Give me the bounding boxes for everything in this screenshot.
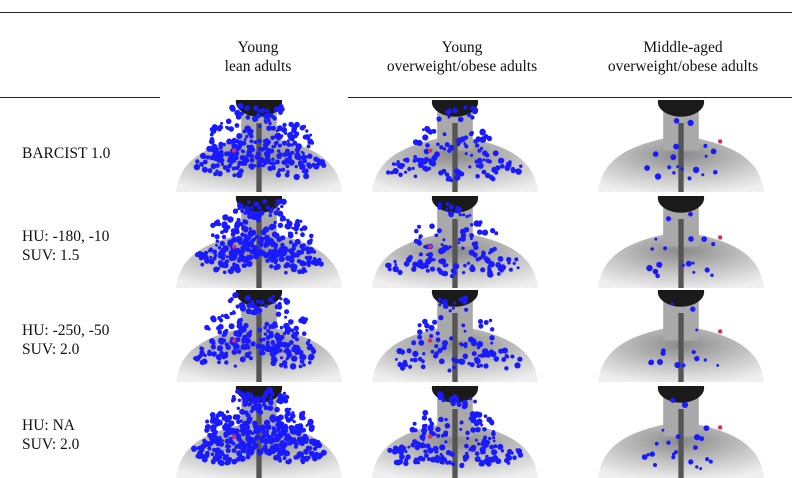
- pet-ct-image: [170, 196, 348, 288]
- head-silhouette: [235, 290, 283, 307]
- row-label-line2: SUV: 1.5: [22, 247, 80, 264]
- spine-silhouette: [678, 219, 684, 288]
- highlight-marker: [231, 338, 237, 343]
- column-header-line1: Middle-aged: [643, 39, 723, 56]
- pet-ct-image-svg: [372, 100, 538, 192]
- pet-ct-image: [170, 290, 348, 382]
- row-label-line2: SUV: 2.0: [22, 341, 80, 358]
- highlight-marker: [427, 338, 433, 343]
- pet-ct-image-svg: [176, 100, 342, 192]
- segmentation-overlay: [193, 103, 327, 181]
- row-label-line1: BARCIST 1.0: [22, 145, 111, 162]
- table-top-rule: [0, 12, 792, 13]
- column-header-line2: overweight/obese adults: [607, 58, 759, 75]
- row-label-line1: HU: -180, -10: [22, 228, 110, 245]
- pet-ct-image-svg: [176, 290, 342, 382]
- pet-ct-image: [366, 290, 544, 382]
- segmentation-overlay: [195, 198, 324, 275]
- highlight-marker: [717, 425, 723, 430]
- column-header-young-lean: Young lean adults: [168, 38, 348, 76]
- column-header-line2: overweight/obese adults: [386, 58, 538, 75]
- spine-silhouette: [678, 313, 684, 382]
- highlight-marker: [717, 329, 723, 334]
- highlight-marker: [717, 235, 723, 240]
- header-rule-left: [0, 97, 160, 98]
- spine-silhouette: [452, 219, 458, 288]
- highlight-marker: [231, 244, 237, 249]
- row-label-line1: HU: NA: [22, 417, 75, 434]
- pet-ct-image-svg: [598, 100, 764, 192]
- header-rule-right: [348, 97, 792, 98]
- highlight-marker: [427, 244, 433, 249]
- segmentation-overlay: [191, 386, 327, 467]
- row-label-hu-250: HU: -250, -50 SUV: 2.0: [22, 321, 109, 359]
- spine-silhouette: [452, 409, 458, 478]
- row-label-hu-na: HU: NA SUV: 2.0: [22, 416, 79, 454]
- row-label-line2: SUV: 2.0: [22, 436, 80, 453]
- highlight-marker: [717, 139, 723, 144]
- head-silhouette: [235, 100, 283, 117]
- spine-silhouette: [452, 123, 458, 192]
- row-label-barcist: BARCIST 1.0: [22, 144, 110, 163]
- column-header-middle-aged-obese: Middle-aged overweight/obese adults: [578, 38, 788, 76]
- pet-ct-image-svg: [372, 196, 538, 288]
- spine-silhouette: [452, 313, 458, 382]
- pet-ct-image: [170, 100, 348, 192]
- pet-ct-image: [592, 196, 770, 288]
- segmentation-overlay: [386, 105, 523, 183]
- segmentation-overlay: [648, 302, 720, 369]
- spine-silhouette: [678, 123, 684, 192]
- highlight-marker: [231, 434, 237, 439]
- head-silhouette: [657, 196, 705, 213]
- segmentation-overlay: [644, 118, 718, 181]
- pet-ct-image: [592, 386, 770, 478]
- pet-ct-image-svg: [372, 386, 538, 478]
- pet-ct-image-svg: [598, 290, 764, 382]
- pet-ct-image-svg: [598, 386, 764, 478]
- pet-ct-image-svg: [176, 196, 342, 288]
- highlight-marker: [427, 148, 433, 153]
- pet-ct-image: [170, 386, 348, 478]
- highlight-marker: [231, 148, 237, 153]
- segmentation-overlay: [395, 295, 523, 373]
- pet-ct-image-svg: [372, 290, 538, 382]
- pet-ct-image: [366, 100, 544, 192]
- column-header-line1: Young: [441, 39, 483, 56]
- pet-ct-image-svg: [598, 196, 764, 288]
- column-header-line2: lean adults: [224, 58, 292, 75]
- column-header-young-obese: Young overweight/obese adults: [362, 38, 562, 76]
- pet-ct-image-svg: [176, 386, 342, 478]
- segmentation-overlay: [641, 397, 713, 471]
- highlight-marker: [427, 434, 433, 439]
- spine-silhouette: [256, 409, 262, 478]
- pet-ct-image: [366, 386, 544, 478]
- segmentation-overlay: [387, 391, 524, 469]
- head-silhouette: [657, 290, 705, 307]
- pet-ct-image: [366, 196, 544, 288]
- head-silhouette: [657, 100, 705, 117]
- row-label-line1: HU: -250, -50: [22, 322, 110, 339]
- pet-ct-image: [592, 290, 770, 382]
- spine-silhouette: [678, 409, 684, 478]
- segmentation-overlay: [385, 202, 520, 279]
- column-header-line1: Young: [237, 39, 279, 56]
- row-label-hu-180: HU: -180, -10 SUV: 1.5: [22, 227, 109, 265]
- pet-ct-image: [592, 100, 770, 192]
- segmentation-overlay: [646, 211, 716, 279]
- head-silhouette: [431, 196, 479, 213]
- head-silhouette: [657, 386, 705, 403]
